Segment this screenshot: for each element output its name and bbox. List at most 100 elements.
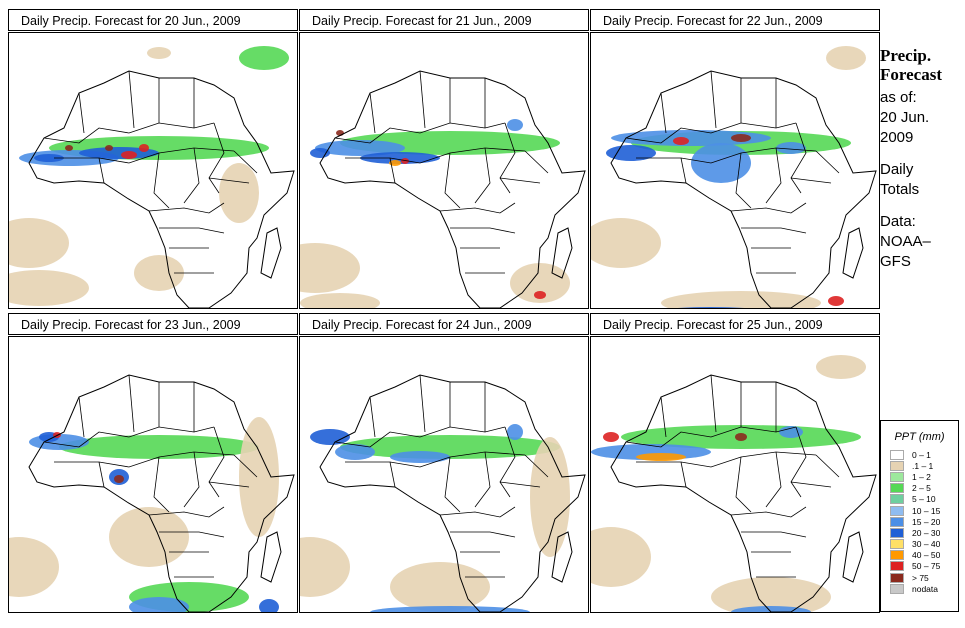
precip-area (300, 537, 350, 597)
country-border (98, 157, 105, 184)
country-border (730, 202, 807, 214)
country-border (815, 454, 840, 478)
precip-area (673, 137, 689, 145)
precip-area (34, 154, 64, 162)
country-border (183, 147, 200, 204)
precip-area (731, 134, 751, 142)
panel-title: Daily Precip. Forecast for 22 Jun., 2009 (590, 9, 880, 31)
forecast-panel-4: Daily Precip. Forecast for 23 Jun., 2009 (8, 313, 298, 613)
legend-swatch (890, 527, 904, 538)
precip-area (510, 263, 570, 303)
precip-area (591, 527, 651, 587)
legend-item: nodata (881, 583, 958, 594)
legend-item: 30 – 40 (881, 539, 958, 550)
legend-item: .1 – 1 (881, 460, 958, 471)
precip-area (9, 537, 59, 597)
country-border (735, 152, 752, 209)
legend-label: 20 – 30 (912, 527, 941, 538)
country-border (54, 451, 235, 468)
precip-area (731, 606, 811, 612)
country-border (765, 451, 782, 508)
country-border (183, 451, 200, 508)
legend-swatch (890, 471, 904, 482)
country-border (680, 461, 687, 488)
legend-swatch (890, 561, 904, 572)
country-border (159, 531, 225, 538)
precip-area (606, 145, 656, 161)
country-border (148, 506, 225, 518)
country-border (208, 481, 250, 488)
country-border (790, 426, 807, 498)
precip-area (360, 152, 440, 164)
country-border (439, 202, 516, 214)
precip-area (114, 475, 124, 483)
country-border (419, 70, 426, 129)
legend-swatch (890, 583, 904, 594)
country-border (741, 227, 807, 234)
precip-area (507, 424, 523, 440)
precip-map (299, 32, 589, 309)
country-border (741, 531, 807, 538)
precip-area (310, 148, 330, 158)
country-border (710, 374, 717, 433)
precip-area (390, 451, 450, 463)
legend-swatch (890, 483, 904, 494)
precip-area (390, 562, 490, 612)
legend-item: 1 – 2 (881, 471, 958, 482)
country-border (765, 147, 782, 204)
precip-area (335, 444, 375, 460)
asof-label: as of: (880, 89, 917, 106)
panel-title: Daily Precip. Forecast for 21 Jun., 2009 (299, 9, 589, 31)
precip-area (9, 270, 89, 306)
precip-area (735, 433, 747, 441)
country-border (148, 202, 225, 214)
country-border (499, 177, 541, 184)
country-border (208, 122, 225, 194)
legend-label: 30 – 40 (912, 539, 941, 550)
precip-area (591, 218, 661, 268)
legend-label: 0 – 1 (912, 449, 931, 460)
madagascar-outline (551, 531, 573, 583)
country-border (636, 451, 817, 468)
precip-map (299, 336, 589, 613)
legend-label: nodata (912, 583, 938, 594)
country-border (499, 122, 516, 194)
country-border (153, 456, 170, 513)
asof-date-line1: 20 Jun. (880, 109, 930, 126)
legend-item: 10 – 15 (881, 505, 958, 516)
precip-area (300, 243, 360, 293)
precip-area (389, 160, 401, 166)
precip-area (677, 307, 745, 308)
country-border (389, 461, 396, 488)
data-source-line2: NOAA– (880, 233, 931, 250)
country-border (78, 396, 85, 438)
country-border (208, 426, 225, 498)
country-border (98, 461, 105, 488)
legend-swatch (890, 505, 904, 516)
africa-coastline (28, 70, 295, 308)
africa-coastline (28, 374, 295, 612)
africa-coastline (610, 374, 877, 612)
country-border (660, 92, 667, 134)
country-border (159, 227, 225, 234)
country-border (233, 150, 258, 174)
legend-swatch (890, 494, 904, 505)
country-border (660, 396, 667, 438)
country-border (128, 70, 135, 129)
sidebar-heading-line1: Precip. (880, 46, 932, 65)
precip-map (8, 336, 298, 613)
madagascar-outline (260, 531, 282, 583)
legend-label: 2 – 5 (912, 483, 931, 494)
sidebar-heading-line2: Forecast (880, 65, 942, 84)
precip-area (121, 151, 137, 159)
precip-area (310, 429, 350, 445)
precip-area (340, 435, 560, 459)
precip-area (65, 145, 73, 151)
precip-area (611, 130, 771, 146)
forecast-panel-1: Daily Precip. Forecast for 20 Jun., 2009 (8, 9, 298, 309)
legend-swatch (890, 572, 904, 583)
precip-area (79, 147, 159, 159)
precip-area (139, 144, 149, 152)
legend-swatch (890, 539, 904, 550)
sidebar-info: Precip. Forecast as of: 20 Jun. 2009 Dai… (880, 46, 965, 272)
